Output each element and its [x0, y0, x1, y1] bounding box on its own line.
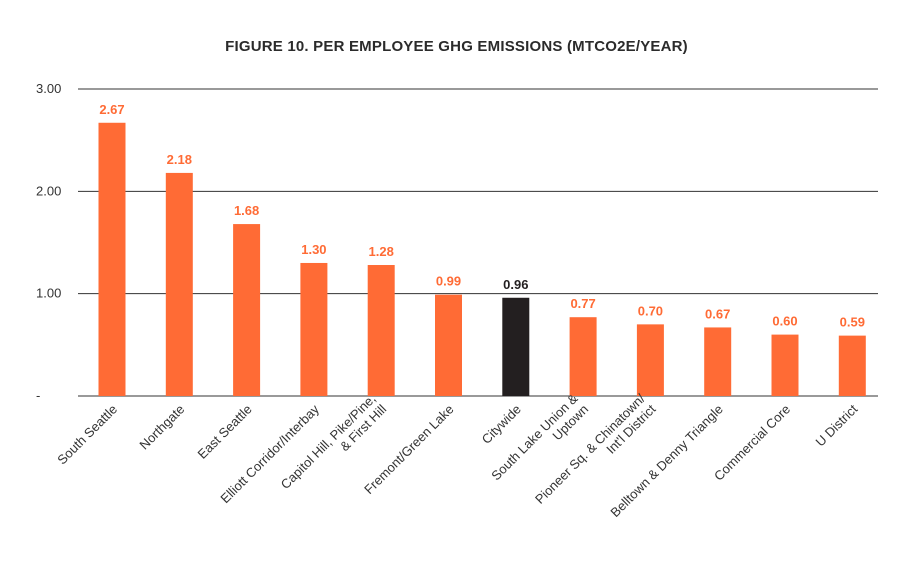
y-tick-label-3: -	[36, 388, 40, 403]
y-tick-label-1: 2.00	[36, 183, 61, 198]
bar-7	[569, 317, 597, 396]
category-label-0: South Seattle	[54, 402, 120, 468]
bar-11	[838, 335, 866, 396]
data-label-9: 0.67	[705, 306, 730, 321]
category-label-1: Northgate	[136, 402, 187, 453]
bar-6	[502, 297, 530, 396]
bar-0	[98, 122, 126, 397]
category-label-11: U District	[813, 401, 861, 449]
bar-9	[704, 327, 732, 396]
bar-1	[165, 172, 193, 396]
bar-4	[367, 265, 395, 396]
category-label-6: Citywide	[479, 402, 524, 447]
data-label-8: 0.70	[638, 303, 663, 318]
y-tick-label-2: 1.00	[36, 286, 61, 301]
data-label-2: 1.68	[234, 203, 259, 218]
chart-title: FIGURE 10. PER EMPLOYEE GHG EMISSIONS (M…	[225, 38, 688, 55]
bar-5	[435, 294, 462, 396]
data-label-10: 0.60	[772, 314, 797, 329]
bar-10	[771, 334, 799, 396]
category-label-2: East Seattle	[195, 402, 255, 462]
data-label-7: 0.77	[570, 296, 595, 311]
category-label-7: South Lake Union &Uptown	[488, 391, 591, 494]
data-label-5: 0.99	[436, 274, 461, 289]
bar-3	[300, 262, 328, 396]
data-label-6: 0.96	[503, 277, 528, 292]
data-label-11: 0.59	[840, 315, 865, 330]
data-label-4: 1.28	[369, 244, 394, 259]
y-tick-label-0: 3.00	[36, 81, 61, 96]
data-label-3: 1.30	[301, 242, 326, 257]
data-label-1: 2.18	[167, 152, 192, 167]
data-label-0: 2.67	[99, 102, 124, 117]
bar-8	[636, 324, 664, 396]
bar-2	[233, 224, 261, 396]
